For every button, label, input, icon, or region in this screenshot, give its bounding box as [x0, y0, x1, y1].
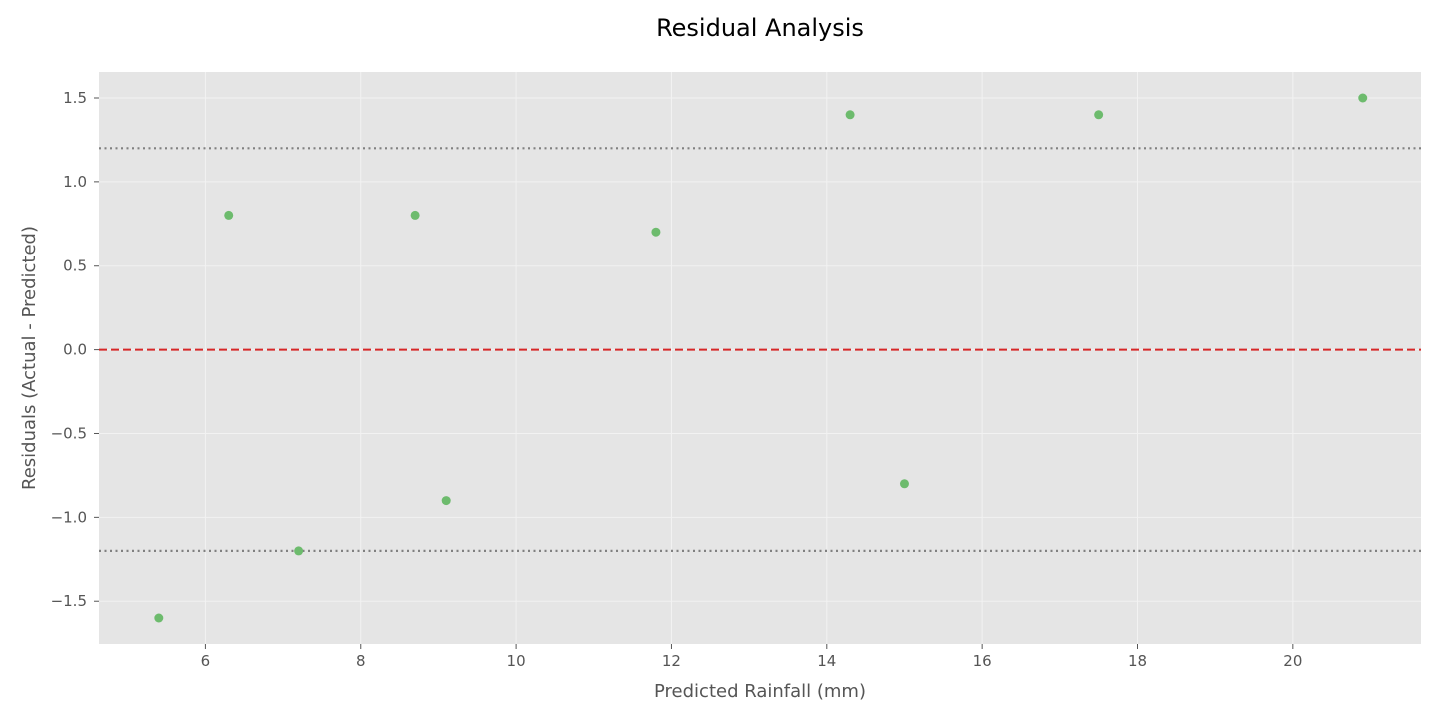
data-point — [1094, 110, 1104, 120]
data-point — [154, 613, 164, 623]
y-axis-label: Residuals (Actual - Predicted) — [19, 226, 40, 490]
x-tick-label: 20 — [1283, 652, 1302, 670]
data-point — [845, 110, 855, 120]
data-point — [1358, 93, 1368, 103]
y-tick-label: 1.5 — [63, 89, 87, 107]
data-point — [224, 210, 234, 220]
data-point — [651, 227, 661, 237]
x-tick-label: 8 — [356, 652, 366, 670]
y-tick-label: −0.5 — [51, 424, 87, 442]
x-axis-label: Predicted Rainfall (mm) — [654, 681, 866, 702]
y-tick-label: 1.0 — [63, 173, 87, 191]
y-tick-label: −1.0 — [51, 508, 87, 526]
x-tick-label: 6 — [201, 652, 211, 670]
data-points — [154, 93, 1368, 623]
data-point — [410, 210, 420, 220]
x-axis-ticks: 6 8 10 12 14 16 18 20 — [201, 644, 1302, 670]
x-tick-label: 12 — [662, 652, 681, 670]
reference-lines — [99, 147, 1421, 553]
y-tick-label: 0.5 — [63, 257, 87, 275]
x-tick-label: 14 — [817, 652, 836, 670]
plot-area — [99, 72, 1421, 644]
x-tick-label: 10 — [507, 652, 526, 670]
y-axis-ticks: 1.5 1.0 0.5 0.0 −0.5 −1.0 −1.5 — [51, 89, 99, 610]
x-tick-label: 18 — [1128, 652, 1147, 670]
data-point — [441, 496, 451, 506]
y-tick-label: −1.5 — [51, 592, 87, 610]
data-point — [899, 479, 909, 489]
data-point — [294, 546, 304, 556]
y-tick-label: 0.0 — [63, 341, 87, 359]
chart-title: Residual Analysis — [656, 14, 864, 42]
x-tick-label: 16 — [973, 652, 992, 670]
